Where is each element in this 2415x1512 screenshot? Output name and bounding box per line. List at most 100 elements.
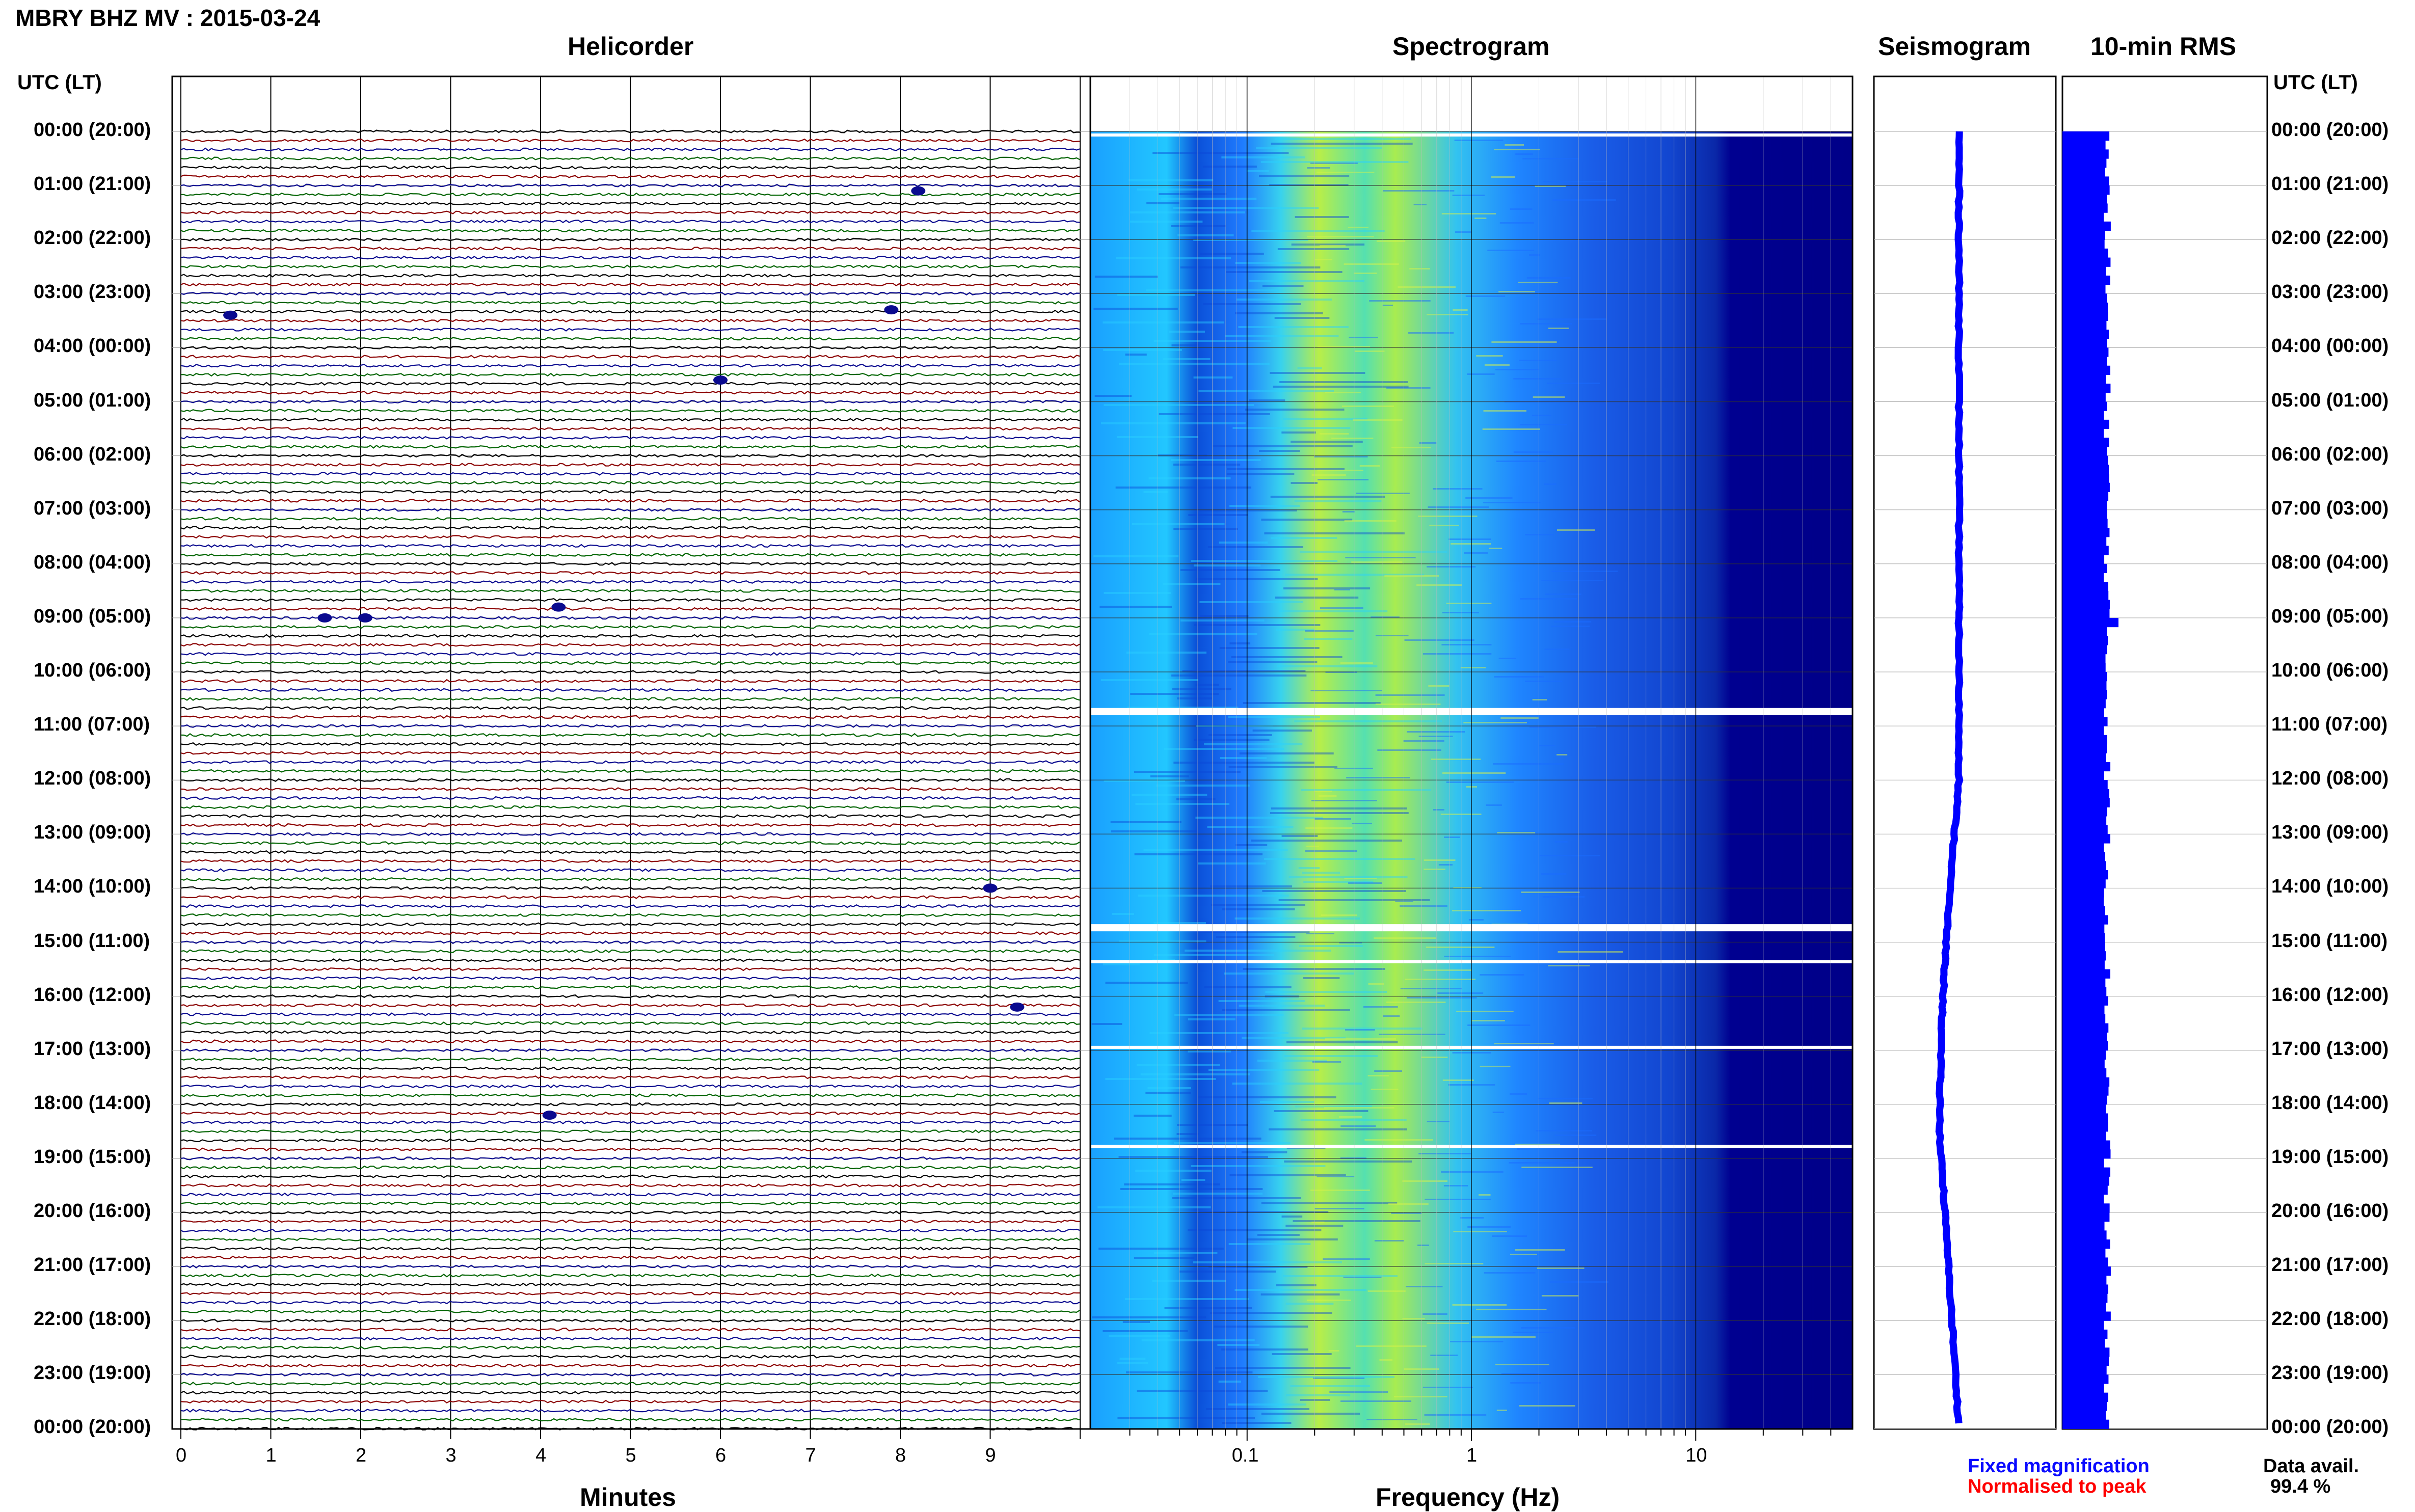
spectrogram-striation [1285,574,1425,576]
time-label-right: 02:00 (22:00) [2271,227,2389,249]
spectrogram-striation [1148,477,1231,479]
rms-bar [2062,1320,2104,1330]
spectrogram-speckle [1451,543,1491,545]
spectrogram-striation [1218,1000,1305,1002]
spectrogram-speckle [1441,213,1496,214]
spectrogram-striation [1141,1339,1255,1341]
spectrogram-striation [1184,950,1332,952]
rms-bar [2062,167,2105,177]
spectrogram-speckle [1409,268,1430,269]
rms-bar [2062,411,2104,420]
spectrogram-striation [1226,473,1295,475]
helicorder-trace [180,147,1080,152]
rms-bar [2062,194,2107,204]
helicorder-trace [180,1328,1080,1332]
rms-bar [2062,843,2104,853]
spectrogram-striation [1294,500,1382,502]
minutes-tick-label: 3 [445,1445,457,1466]
spectrogram-speckle [1366,1419,1417,1420]
spectrogram-striation [1134,1257,1195,1259]
spectrogram-speckle [1398,286,1456,288]
helicorder-trace [180,1318,1080,1322]
rms-bar [2062,762,2111,772]
spectrogram-speckle [1343,1277,1382,1278]
helicorder-trace [180,1355,1080,1359]
helicorder-trace [180,1409,1080,1413]
helicorder-trace [180,697,1080,701]
spectrogram-speckle [1377,749,1441,751]
spectrogram-striation [1188,514,1248,516]
spectrogram-striation [1241,1151,1287,1153]
helicorder-trace [181,724,1080,728]
minutes-tick-label: 8 [895,1445,906,1466]
rms-bar [2062,1086,2109,1096]
spectrogram-striation [1299,551,1447,553]
rms-bar [2062,1284,2108,1294]
spectrogram-striation [1206,1408,1310,1410]
helicorder-trace [180,255,1080,260]
rms-bar [2062,924,2105,934]
spectrogram-striation [1220,757,1267,759]
rms-bar [2062,392,2106,402]
helicorder-trace [180,634,1080,638]
spectrogram-striation [1299,945,1363,947]
helicorder-trace [180,544,1080,548]
rms-bar [2062,1176,2109,1186]
helicorder-trace [180,1039,1080,1043]
utc-header-left: UTC (LT) [17,71,102,94]
helicorder-trace [180,562,1080,566]
rms-bar [2062,1023,2109,1033]
spectrogram-speckle [1407,731,1465,733]
spectrogram-striation [1193,239,1308,241]
spectrogram-striation [1150,775,1189,777]
spectrogram-speckle [1424,969,1472,971]
spectrogram-speckle [1418,736,1453,737]
spectrogram-speckle [1471,1336,1536,1338]
spectrogram-speckle [1548,328,1569,329]
spectrogram-speckle [1444,836,1460,838]
time-label-right: 14:00 (10:00) [2271,876,2389,898]
spectrogram-speckle [1418,516,1478,517]
spectrogram-striation [1211,904,1305,906]
helicorder-trace [180,1012,1080,1016]
spectrogram-striation [1265,991,1387,993]
helicorder-trace [180,328,1080,332]
helicorder-trace [180,1003,1080,1007]
spectrogram-striation [1216,936,1296,938]
time-label-left: 03:00 (23:00) [34,281,151,303]
rms-bar [2062,1140,2110,1150]
spectrogram-speckle [1391,1212,1422,1214]
spectrogram-striation [1291,244,1365,246]
helicorder-event [542,1111,557,1120]
helicorder-trace [180,598,1080,602]
frequency-axis-label: Frequency (Hz) [1376,1483,1560,1511]
rms-bar [2062,960,2105,970]
frequency-tick-label: 1 [1466,1445,1478,1466]
spectrogram-striation [1210,885,1293,887]
rms-bar [2062,915,2108,925]
spectrogram-striation [1224,973,1354,975]
spectrogram-speckle [1400,905,1447,907]
time-label-left: 22:00 (18:00) [34,1308,151,1330]
spectrogram-speckle [1438,864,1453,866]
spectrogram-striation [1194,624,1321,626]
helicorder-trace [180,1301,1080,1305]
spectrogram-striation [1115,257,1231,259]
spectrogram-speckle [1405,1423,1430,1425]
helicorder-trace [180,832,1080,836]
rms-bar [2062,293,2107,303]
spectrogram-speckle [1431,759,1481,760]
spectrogram-striation [1111,830,1198,832]
spectrogram-speckle [1413,204,1427,205]
spectrogram-striation [1260,1293,1340,1295]
spectrogram-speckle [1348,882,1382,884]
spectrogram-speckle [1483,410,1526,412]
spectrogram-striation [1093,555,1179,557]
spectrogram-speckle [1320,607,1363,609]
time-label-right: 22:00 (18:00) [2271,1308,2389,1330]
helicorder-trace [180,282,1080,287]
spectrogram-striation [1222,908,1295,910]
spectrogram-striation [1290,1385,1371,1387]
spectrogram-speckle [1374,937,1436,939]
spectrogram-striation [1104,780,1186,782]
